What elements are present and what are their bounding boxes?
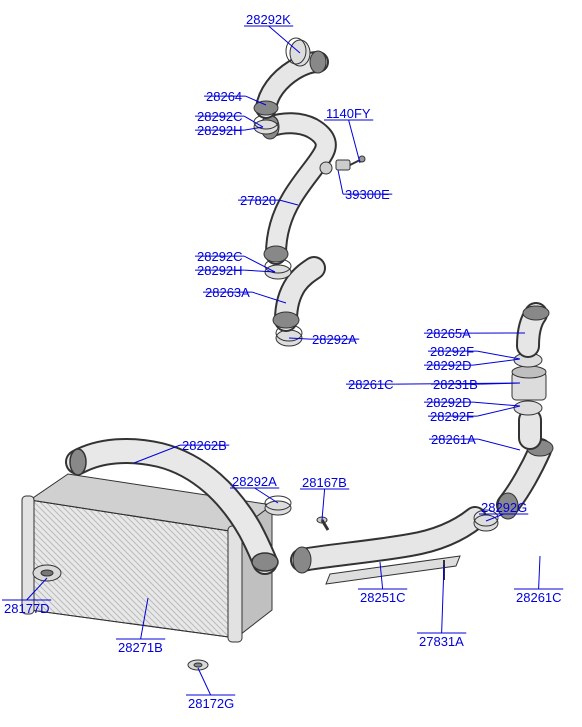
label-28263A: 28263A: [205, 285, 250, 300]
label-28292H2: 28292H: [197, 263, 243, 278]
label-1140FY: 1140FY: [326, 106, 371, 121]
label-28292C2: 28292C: [197, 249, 243, 264]
label-28292K: 28292K: [246, 12, 291, 27]
label-28292A2: 28292A: [232, 474, 277, 489]
label-28292H1: 28292H: [197, 123, 243, 138]
label-28261C2: 28261C: [516, 590, 562, 605]
label-39300E: 39300E: [345, 187, 390, 202]
label-27831A: 27831A: [419, 634, 464, 649]
label-28292G1: 28292G: [481, 500, 527, 515]
label-28292F1: 28292F: [430, 344, 474, 359]
clamp-28292A-lower: [265, 496, 291, 515]
elbow-28264: [254, 51, 326, 115]
label-28172G: 28172G: [188, 696, 234, 711]
label-28264: 28264: [206, 89, 242, 104]
label-28231B: 28231B: [433, 377, 478, 392]
label-28262B: 28262B: [182, 438, 227, 453]
pipe-28251C: [293, 518, 475, 584]
parts-diagram: [0, 0, 582, 727]
label-27820: 27820: [240, 193, 276, 208]
label-28292A1: 28292A: [312, 332, 357, 347]
label-28261C1: 28261C: [348, 377, 394, 392]
label-28265A: 28265A: [426, 326, 471, 341]
sensor-39300E: [336, 156, 365, 170]
label-28251C: 28251C: [360, 590, 406, 605]
label-28292D1: 28292D: [426, 358, 472, 373]
label-28292F2: 28292F: [430, 409, 474, 424]
label-28177D: 28177D: [4, 601, 50, 616]
pipe-27820: [261, 115, 332, 262]
label-28261A: 28261A: [431, 432, 476, 447]
label-28167B: 28167B: [302, 475, 347, 490]
label-28292C1: 28292C: [197, 109, 243, 124]
clamp-28292F-lower: [514, 401, 542, 415]
label-28271B: 28271B: [118, 640, 163, 655]
label-28292D2: 28292D: [426, 395, 472, 410]
hose-28265A: [523, 306, 549, 346]
